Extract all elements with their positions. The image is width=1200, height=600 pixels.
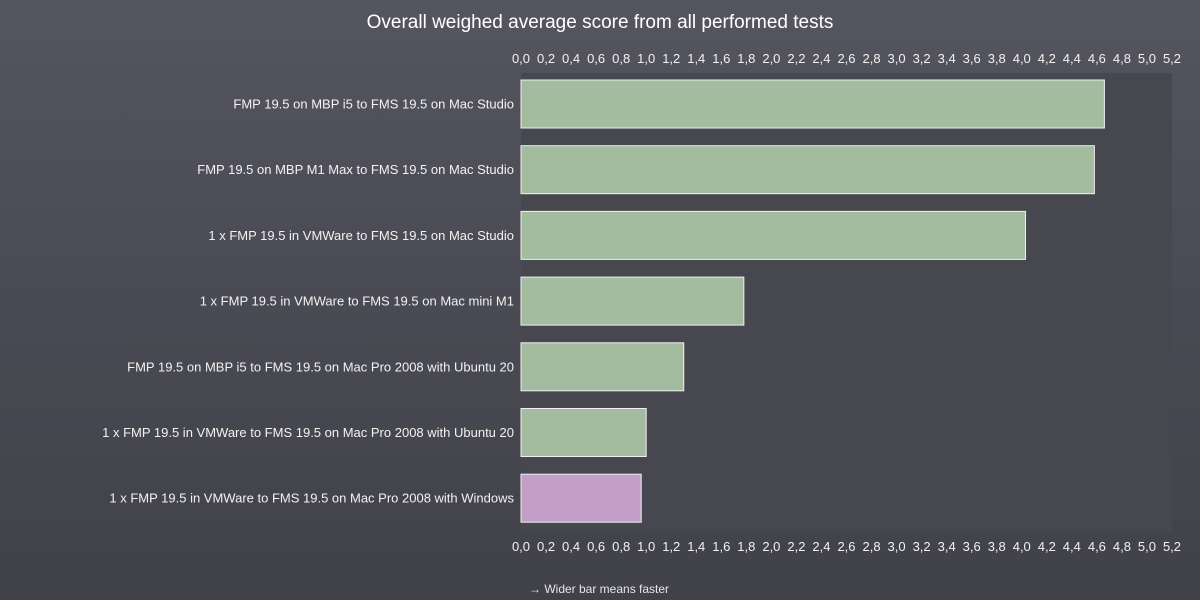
bar [520,145,1095,195]
category-label: 1 x FMP 19.5 in VMWare to FMS 19.5 on Ma… [200,294,514,309]
bottom-tick-label: 1,4 [687,539,705,554]
top-tick-label: 2,8 [862,51,880,66]
chart-title: Overall weighed average score from all p… [367,12,834,33]
bottom-tick-label: 2,2 [787,539,805,554]
bottom-tick-label: 3,4 [938,539,956,554]
top-tick-label: 2,2 [787,51,805,66]
bottom-tick-label: 0,6 [587,539,605,554]
bottom-tick-label: 2,4 [812,539,830,554]
bottom-tick-label: 4,8 [1113,539,1131,554]
category-label: FMP 19.5 on MBP i5 to FMS 19.5 on Mac Pr… [127,359,514,374]
bottom-tick-label: 1,8 [737,539,755,554]
top-tick-label: 0,2 [537,51,555,66]
top-tick-label: 1,8 [737,51,755,66]
bottom-tick-label: 5,2 [1163,539,1181,554]
top-tick-label: 1,4 [687,51,705,66]
top-axis: 0,0 0,2 0,4 0,6 0,8 1,0 1,2 1,4 1,6 1,8 2,0 2,2 2,4 2… [512,51,1181,66]
bottom-tick-label: 0,2 [537,539,555,554]
top-tick-label: 3,2 [913,51,931,66]
bottom-tick-label: 0,4 [562,539,580,554]
bottom-tick-label: 4,0 [1013,539,1031,554]
bar [520,342,685,392]
bottom-tick-label: 3,8 [988,539,1006,554]
top-tick-label: 4,8 [1113,51,1131,66]
top-tick-label: 3,0 [888,51,906,66]
bottom-tick-label: 2,6 [837,539,855,554]
bar [520,79,1105,129]
top-tick-label: 1,0 [637,51,655,66]
category-labels: FMP 19.5 on MBP i5 to FMS 19.5 on Mac St… [102,97,514,506]
bottom-tick-label: 5,0 [1138,539,1156,554]
bottom-tick-label: 4,4 [1063,539,1081,554]
bar [520,276,745,326]
category-label: 1 x FMP 19.5 in VMWare to FMS 19.5 on Ma… [102,425,514,440]
bars-group [520,79,1105,523]
top-tick-label: 4,0 [1013,51,1031,66]
top-tick-label: 1,6 [712,51,730,66]
category-label: FMP 19.5 on MBP M1 Max to FMS 19.5 on Ma… [197,162,514,177]
top-tick-label: 0,0 [512,51,530,66]
category-label: 1 x FMP 19.5 in VMWare to FMS 19.5 on Ma… [109,491,514,506]
bottom-tick-label: 2,0 [762,539,780,554]
top-tick-label: 0,6 [587,51,605,66]
bottom-tick-label: 3,0 [888,539,906,554]
bottom-tick-label: 0,8 [612,539,630,554]
top-tick-label: 4,4 [1063,51,1081,66]
top-tick-label: 0,8 [612,51,630,66]
top-tick-label: 3,4 [938,51,956,66]
top-tick-label: 3,6 [963,51,981,66]
top-tick-label: 2,6 [837,51,855,66]
bottom-tick-label: 3,2 [913,539,931,554]
footnote: → Wider bar means faster [529,582,669,596]
top-tick-label: 1,2 [662,51,680,66]
top-tick-label: 2,4 [812,51,830,66]
bottom-tick-label: 2,8 [862,539,880,554]
top-tick-label: 5,2 [1163,51,1181,66]
top-tick-label: 4,6 [1088,51,1106,66]
bottom-tick-label: 0,0 [512,539,530,554]
bar [520,210,1027,260]
top-tick-label: 2,0 [762,51,780,66]
top-tick-label: 4,2 [1038,51,1056,66]
bottom-tick-label: 4,2 [1038,539,1056,554]
category-label: 1 x FMP 19.5 in VMWare to FMS 19.5 on Ma… [208,228,514,243]
top-tick-label: 3,8 [988,51,1006,66]
bar [520,408,647,457]
bottom-tick-label: 4,6 [1088,539,1106,554]
top-tick-label: 0,4 [562,51,580,66]
category-label: FMP 19.5 on MBP i5 to FMS 19.5 on Mac St… [233,97,514,112]
bottom-tick-label: 1,6 [712,539,730,554]
top-tick-label: 5,0 [1138,51,1156,66]
bottom-tick-label: 1,0 [637,539,655,554]
bottom-axis: 0,0 0,2 0,4 0,6 0,8 1,0 1,2 1,4 1,6 1,8 2,0 2,2 2,4 2… [512,539,1181,554]
bar [520,473,642,523]
bottom-tick-label: 3,6 [963,539,981,554]
bottom-tick-label: 1,2 [662,539,680,554]
